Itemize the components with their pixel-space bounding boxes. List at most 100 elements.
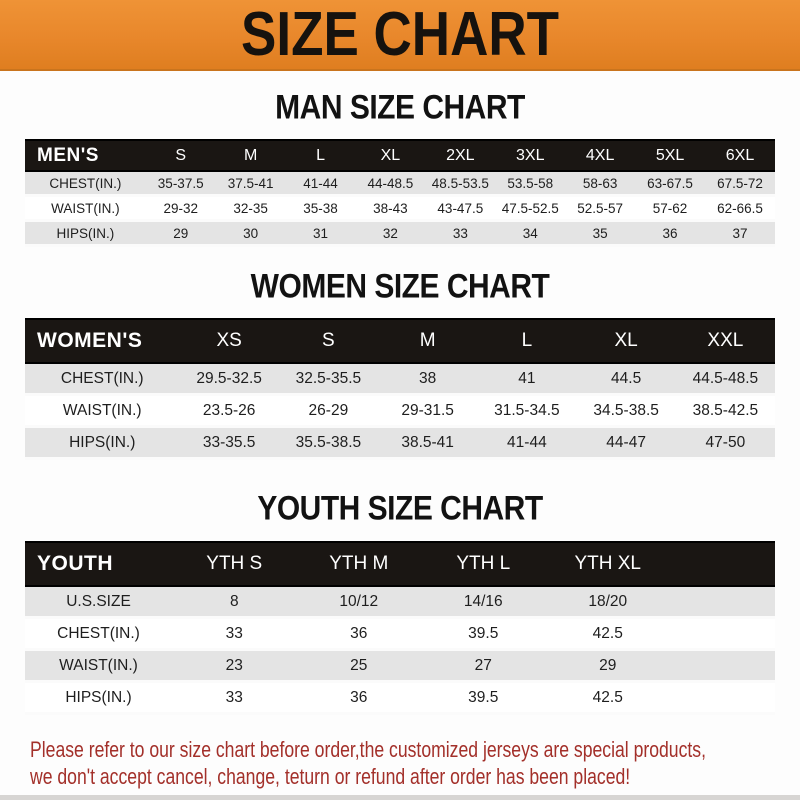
column-header: XXL [675,318,775,364]
table-row: HIPS(IN.) 33-35.5 35.5-38.5 38.5-41 41-44 44-… [25,426,775,460]
banner-title: SIZE CHART [241,0,559,69]
size-value-cell: 39.5 [421,617,546,651]
size-value-cell: 35 [565,220,636,247]
size-value-cell: 57-62 [635,195,705,222]
column-header: YTH M [296,541,421,587]
men-table-body: CHEST(IN.) 35-37.5 37.5-41 41-44 44-48.5 48.5… [25,170,775,247]
size-value-cell: 25 [296,649,421,683]
size-value-cell: 33-35.5 [179,426,279,460]
column-header: 2XL [425,139,496,172]
column-header: YTH S [172,541,297,587]
size-value-cell: 8 [172,585,297,619]
size-value-cell: 29-32 [145,195,216,222]
size-value-cell: 58-63 [565,170,636,197]
youth-table-head: YOUTH YTH S YTH M YTH L YTH XL [25,541,775,587]
column-header: YTH L [421,541,546,587]
column-header: L [285,139,356,172]
row-label: U.S.SIZE [25,585,172,619]
size-value-cell: 41 [477,362,577,396]
table-row: CHEST(IN.) 33 36 39.5 42.5 [25,617,775,651]
footer-notice: Please refer to our size chart before or… [30,736,800,790]
size-value-cell: 29 [545,649,670,683]
size-value-cell: 67.5-72 [705,170,775,197]
size-value-cell: 63-67.5 [635,170,705,197]
size-value-cell: 36 [635,220,705,247]
size-value-cell: 14/16 [421,585,546,619]
size-value-cell: 29-31.5 [378,394,478,428]
size-value-cell: 38.5-41 [378,426,478,460]
column-header: YTH XL [545,541,670,587]
women-size-table: WOMEN'S XS S M L XL XXL CHEST(IN.) 29.5-32.5 32.… [25,318,775,460]
table-corner-label: WOMEN'S [25,318,180,364]
column-header: L [477,318,577,364]
notice-line-1: Please refer to our size chart before or… [30,737,706,762]
size-value-cell: 52.5-57 [565,195,636,222]
size-value-cell: 41-44 [285,170,356,197]
banner: SIZE CHART [0,0,800,71]
size-value-cell: 27 [421,649,546,683]
size-value-cell: 41-44 [477,426,577,460]
column-header: S [145,139,216,172]
size-value-cell: 33 [172,617,297,651]
size-value-cell: 34.5-38.5 [576,394,676,428]
column-header: S [278,318,378,364]
youth-size-table: YOUTH YTH S YTH M YTH L YTH XL U.S.SIZE 8 10/1… [25,541,775,715]
filler-cell [670,541,775,587]
table-row: WAIST(IN.) 23 25 27 29 [25,649,775,683]
women-section-heading: WOMEN SIZE CHART [250,267,550,306]
size-value-cell: 34 [495,220,566,247]
youth-section-heading: YOUTH SIZE CHART [257,489,543,528]
filler-cell [670,681,775,715]
size-value-cell: 23 [172,649,297,683]
column-header: M [215,139,286,172]
table-row: U.S.SIZE 8 10/12 14/16 18/20 [25,585,775,619]
table-corner-label: MEN'S [25,139,146,172]
size-value-cell: 29 [145,220,216,247]
size-value-cell: 48.5-53.5 [425,170,496,197]
size-value-cell: 10/12 [296,585,421,619]
size-value-cell: 43-47.5 [425,195,496,222]
men-table-head: MEN'S S M L XL 2XL 3XL 4XL 5XL 6XL [25,139,775,172]
women-size-chart-section: WOMEN SIZE CHART WOMEN'S XS S M L XL XXL CHEST… [0,267,800,460]
size-value-cell: 53.5-58 [495,170,566,197]
youth-size-chart-section: YOUTH SIZE CHART YOUTH YTH S YTH M YTH L YTH… [0,489,800,715]
size-value-cell: 18/20 [545,585,670,619]
column-header: XL [576,318,676,364]
size-value-cell: 32-35 [215,195,286,222]
youth-table-body: U.S.SIZE 8 10/12 14/16 18/20 CHEST(IN.) 33 36 39… [25,585,775,715]
size-value-cell: 38.5-42.5 [675,394,775,428]
table-corner-label: YOUTH [25,541,172,587]
size-value-cell: 36 [296,681,421,715]
size-value-cell: 38-43 [355,195,426,222]
size-value-cell: 37 [705,220,775,247]
column-header: 4XL [565,139,636,172]
column-header: M [378,318,478,364]
filler-cell [670,649,775,683]
men-header-row: MEN'S S M L XL 2XL 3XL 4XL 5XL 6XL [25,139,775,172]
size-value-cell: 29.5-32.5 [179,362,279,396]
row-label: HIPS(IN.) [25,681,172,715]
column-header: 6XL [705,139,775,172]
size-value-cell: 44.5 [576,362,676,396]
size-value-cell: 30 [215,220,286,247]
table-row: CHEST(IN.) 29.5-32.5 32.5-35.5 38 41 44.5 44.5… [25,362,775,396]
size-value-cell: 42.5 [545,681,670,715]
size-value-cell: 35-37.5 [145,170,216,197]
size-value-cell: 33 [172,681,297,715]
filler-cell [670,585,775,619]
man-size-chart-section: MAN SIZE CHART MEN'S S M L XL 2XL 3XL 4XL 5XL 6XL… [0,88,800,247]
row-label: HIPS(IN.) [25,426,180,460]
row-label: CHEST(IN.) [25,170,146,197]
size-value-cell: 47.5-52.5 [495,195,566,222]
column-header: 3XL [495,139,566,172]
size-value-cell: 37.5-41 [215,170,286,197]
bottom-strip [0,795,800,800]
size-value-cell: 31 [285,220,356,247]
size-value-cell: 33 [425,220,496,247]
row-label: CHEST(IN.) [25,617,172,651]
row-label: WAIST(IN.) [25,195,146,222]
size-value-cell: 35-38 [285,195,356,222]
filler-cell [670,617,775,651]
table-row: CHEST(IN.) 35-37.5 37.5-41 41-44 44-48.5 48.5… [25,170,775,197]
row-label: WAIST(IN.) [25,649,172,683]
